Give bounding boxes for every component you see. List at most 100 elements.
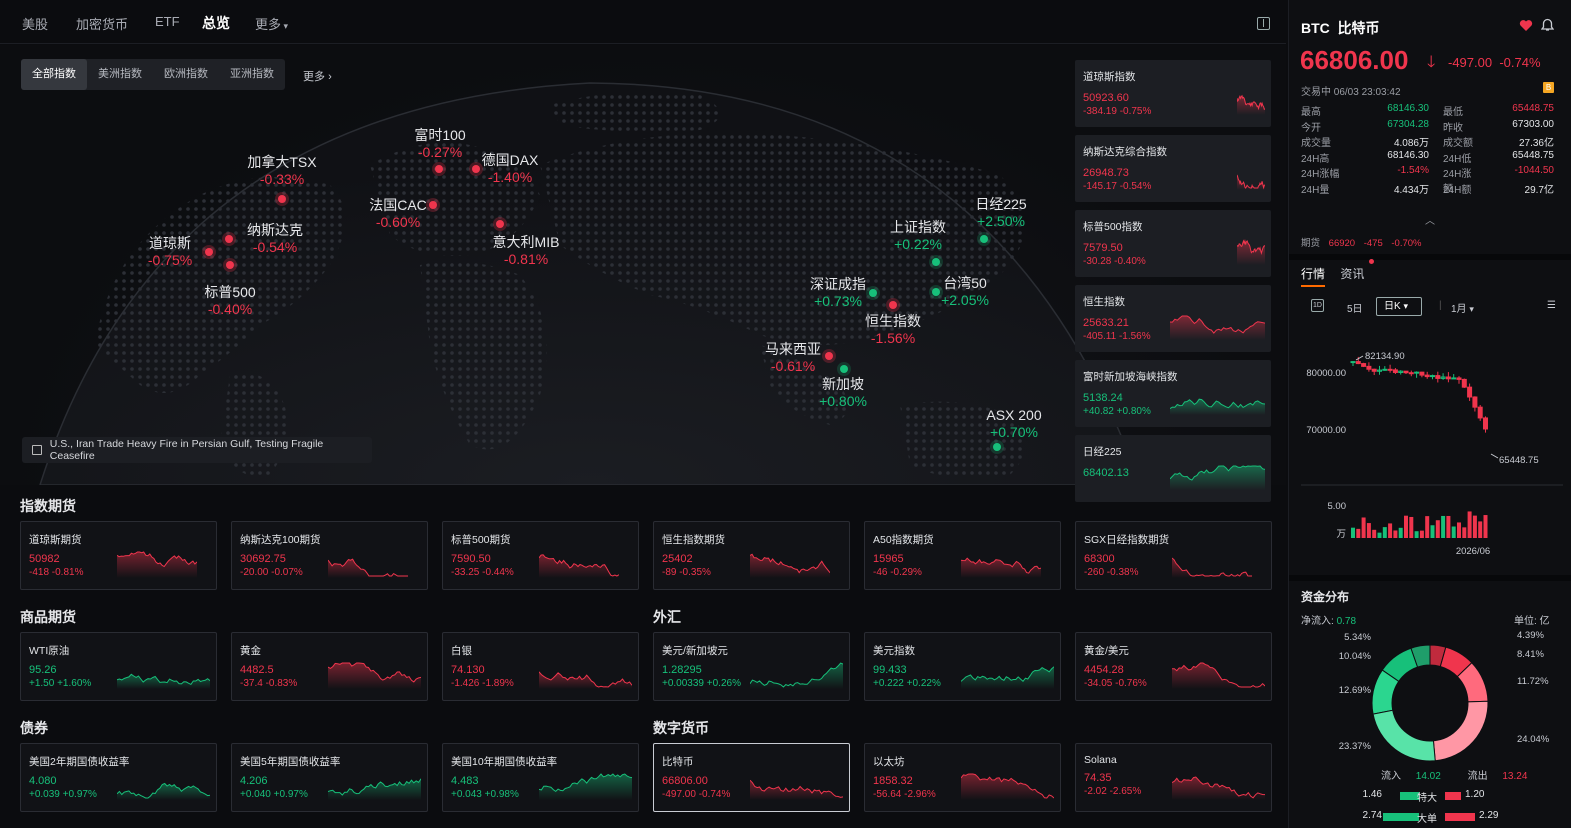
donut-label: 5.34% [1344,632,1371,643]
tab-news[interactable]: 资讯 [1340,267,1365,281]
sparkline [1170,398,1265,415]
bonds-card[interactable]: 美国2年期国债收益率 4.080 +0.039 +0.97% [20,743,217,812]
volume-bar [1372,529,1377,538]
marker-pct: -1.56% [870,330,916,346]
card-title: WTI原油 [29,645,70,657]
region-tab-asia[interactable]: 亚洲指数 [230,68,274,80]
index-card-value: 7579.50 [1083,242,1123,254]
card-value: 25402 [662,553,693,565]
marker-malaysia[interactable]: 马来西亚 -0.61% [765,341,821,375]
marker-sp500[interactable]: 标普500 -0.40% [204,284,255,318]
bonds-card[interactable]: 美国10年期国债收益率 4.483 +0.043 +0.98% [442,743,639,812]
marker-pct: +0.70% [990,424,1038,440]
chevron-up-icon[interactable]: ︿ [1425,216,1435,227]
outflow-label: 流出 [1467,771,1488,782]
index_futures-card[interactable]: SGX日经指数期货 68300 -260 -0.38% [1075,521,1272,590]
index-card[interactable]: 恒生指数 25633.21 -405.11 -1.56% [1075,285,1271,352]
marker-name: ASX 200 [986,407,1042,423]
intraday-button[interactable]: 1D [1311,299,1324,312]
marker-name: 道琼斯 [148,235,191,251]
index_futures-card[interactable]: 纳斯达克100期货 30692.75 -20.00 -0.07% [231,521,428,590]
forex-card[interactable]: 黄金/美元 4454.28 -34.05 -0.76% [1075,632,1272,701]
crypto-card[interactable]: 以太坊 1858.32 -56.64 -2.96% [864,743,1061,812]
index-card[interactable]: 道琼斯指数 50923.60 -384.19 -0.75% [1075,60,1271,127]
forex-card[interactable]: 美元/新加坡元 1.28295 +0.00339 +0.26% [653,632,850,701]
news-ticker[interactable]: U.S., Iran Trade Heavy Fire in Persian G… [22,437,372,463]
tab-etf[interactable]: ETF [155,14,180,29]
btc-kline-chart[interactable]: 80000.00 70000.00 5.00 万 2026/06 82134.90 6544… [1301,340,1563,565]
index_futures-card[interactable]: 标普500期货 7590.50 -33.25 -0.44% [442,521,639,590]
candle [1414,371,1420,374]
card-value: 74.35 [1084,772,1112,784]
marker-hangseng[interactable]: 恒生指数 -1.56% [865,313,921,347]
region-tab-europe[interactable]: 欧洲指数 [164,68,208,80]
marker-singapore[interactable]: 新加坡 +0.80% [819,376,867,410]
sparkline [539,554,619,578]
volume-bar [1441,515,1446,538]
net-inflow-value: 0.78 [1336,616,1357,627]
card-title: A50指数期货 [873,534,934,546]
marker-asx200[interactable]: ASX 200 +0.70% [986,407,1041,441]
index-card[interactable]: 富时新加坡海峡指数 5138.24 +40.82 +0.80% [1075,360,1271,427]
marker-cac[interactable]: 法国CAC -0.60% [369,197,427,231]
marker-nasdaq[interactable]: 纳斯达克 -0.54% [247,222,303,256]
tab-us-stocks[interactable]: 美股 [22,17,49,32]
marker-nikkei[interactable]: 日经225 +2.50% [975,196,1026,230]
marker-shanghai[interactable]: 上证指数 +0.22% [890,219,946,253]
marker-ftse[interactable]: 富时100 -0.27% [414,127,465,161]
tab-crypto[interactable]: 加密货币 [76,17,129,32]
tab-more[interactable]: 更多 ▾ [255,14,288,33]
index_futures-card[interactable]: 恒生指数期货 25402 -89 -0.35% [653,521,850,590]
donut-label: 11.72% [1517,676,1549,687]
marker-taiwan50[interactable]: 台湾50 +2.05% [941,275,989,309]
card-change: +0.043 +0.98% [451,789,519,800]
stat-label: 24H低 [1443,153,1472,165]
index-card[interactable]: 纳斯达克综合指数 26948.73 -145.17 -0.54% [1075,135,1271,202]
tab-quotes[interactable]: 行情 [1301,267,1326,287]
crypto-card[interactable]: 比特币 66806.00 -497.00 -0.74% [653,743,850,812]
chevron-right-icon: › [328,71,332,83]
news-headline: U.S., Iran Trade Heavy Fire in Persian G… [49,438,324,462]
card-title: 美元指数 [873,645,915,657]
region-tab-americas[interactable]: 美洲指数 [98,68,142,80]
tab-overview[interactable]: 总览 [202,15,230,31]
region-tab-all[interactable]: 全部指数 [21,59,87,90]
index_futures-card[interactable]: 道琼斯期货 50982 -418 -0.81% [20,521,217,590]
kline-period-select[interactable]: 日K ▾ [1376,297,1422,316]
bell-icon[interactable] [1541,18,1554,32]
candle [1440,376,1446,379]
marker-dot [932,258,940,266]
index-card[interactable]: 标普500指数 7579.50 -30.28 -0.40% [1075,210,1271,277]
inflow-value: 14.02 [1415,771,1441,782]
range-select[interactable]: 1月 ▾ [1451,300,1474,315]
more-link[interactable]: 更多 › [303,68,332,84]
list-icon[interactable]: ☰ [1547,300,1556,311]
donut-label: 10.04% [1339,651,1372,662]
marker-tsx[interactable]: 加拿大TSX -0.33% [247,154,316,188]
arrow-down-icon: 🡓 [1427,54,1436,71]
sparkline [117,551,197,578]
marker-mib[interactable]: 意大利MIB -0.81% [493,234,560,268]
marker-pct: -0.81% [503,251,549,267]
bonds-card[interactable]: 美国5年期国债收益率 4.206 +0.040 +0.97% [231,743,428,812]
marker-shenzhen[interactable]: 深证成指 +0.73% [810,276,866,310]
commodities-card[interactable]: 白银 74.130 -1.426 -1.89% [442,632,639,701]
lo-pointer [1490,453,1499,459]
index_futures-card[interactable]: A50指数期货 15965 -46 -0.29% [864,521,1061,590]
futures-label: 期货 [1301,238,1321,249]
marker-dow[interactable]: 道琼斯 -0.75% [148,235,192,269]
index-card[interactable]: 日经225 68402.13 [1075,435,1271,502]
commodities-card[interactable]: WTI原油 95.26 +1.50 +1.60% [20,632,217,701]
collapse-panel-icon[interactable] [1257,17,1270,30]
card-change: -34.05 -0.76% [1084,678,1147,689]
in-out-summary: 流入 14.02 流出 13.24 [1381,767,1551,782]
tab-more-label: 更多 [255,17,282,32]
crypto-card[interactable]: Solana 74.35 -2.02 -2.65% [1075,743,1272,812]
forex-card[interactable]: 美元指数 99.433 +0.222 +0.22% [864,632,1061,701]
commodities-card[interactable]: 黄金 4482.5 -37.4 -0.83% [231,632,428,701]
heart-icon[interactable] [1519,19,1533,32]
candle [1408,372,1414,375]
marker-dax[interactable]: 德国DAX -1.40% [482,152,539,186]
period-5d-button[interactable]: 5日 [1347,304,1363,315]
donut-label: 4.39% [1517,630,1544,641]
